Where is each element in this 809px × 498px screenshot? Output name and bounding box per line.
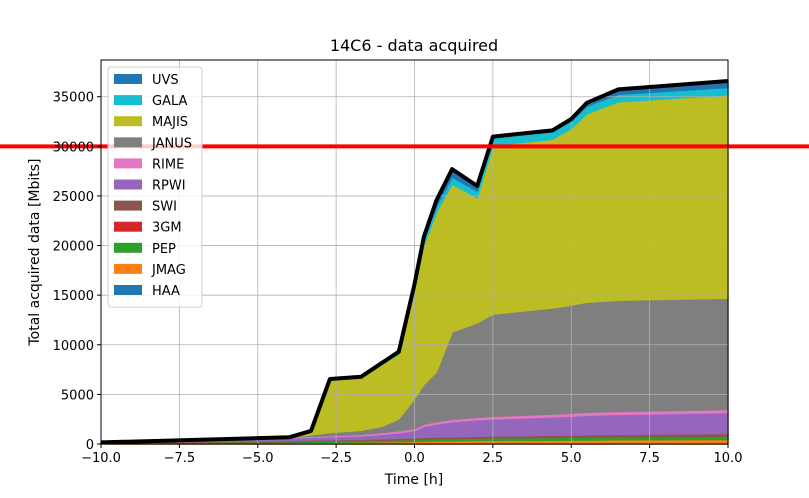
x-tick-label: −5.0 xyxy=(242,451,274,466)
x-tick-label: 7.5 xyxy=(639,451,660,466)
chart-title: 14C6 - data acquired xyxy=(330,36,498,55)
x-tick-label: 10.0 xyxy=(714,451,743,466)
legend-label-jmag: JMAG xyxy=(151,263,186,278)
legend-label-rime: RIME xyxy=(152,157,184,172)
legend: UVS GALA MAJIS JANUS RIME RPWI SWI 3GM PEP JMAG HA… xyxy=(107,66,203,308)
legend-swatch-rpwi xyxy=(114,179,142,190)
legend-swatch-jmag xyxy=(114,263,142,274)
legend-label-pep: PEP xyxy=(152,242,176,257)
legend-swatch-pep xyxy=(114,242,142,253)
legend-label-majis: MAJIS xyxy=(152,115,188,130)
legend-label-haa: HAA xyxy=(152,284,180,299)
legend-swatch-majis xyxy=(114,116,142,127)
legend-label-swi: SWI xyxy=(152,200,177,215)
total-data-line xyxy=(100,79,729,445)
y-tick-label: 5000 xyxy=(61,388,94,403)
legend-label-3gm: 3GM xyxy=(152,221,182,236)
y-tick-label: 25000 xyxy=(53,190,94,205)
y-axis-label: Total acquired data [Mbits] xyxy=(27,158,43,346)
y-tick-label: 20000 xyxy=(53,240,94,255)
y-tick-label: 15000 xyxy=(53,289,94,304)
x-tick-label: −7.5 xyxy=(164,451,196,466)
y-axis-ticks: 0 5000 10000 15000 20000 25000 30000 35000 xyxy=(53,91,101,453)
y-tick-label: 0 xyxy=(86,438,94,453)
legend-swatch-swi xyxy=(114,200,142,211)
legend-label-rpwi: RPWI xyxy=(152,179,186,194)
x-tick-label: −10.0 xyxy=(81,451,121,466)
y-tick-label: 35000 xyxy=(53,91,94,106)
legend-swatch-uvs xyxy=(114,74,142,84)
x-tick-label: −2.5 xyxy=(320,451,352,466)
x-axis-ticks: −10.0 −7.5 −5.0 −2.5 0.0 2.5 5.0 7.5 10.0 xyxy=(81,444,742,466)
legend-swatch-janus xyxy=(114,137,142,148)
x-tick-label: 0.0 xyxy=(404,451,425,466)
legend-swatch-3gm xyxy=(114,221,142,232)
y-tick-label: 30000 xyxy=(53,140,94,155)
y-tick-label: 10000 xyxy=(53,339,94,354)
legend-label-uvs: UVS xyxy=(152,73,179,88)
x-tick-label: 5.0 xyxy=(561,451,582,466)
x-axis-label: Time [h] xyxy=(384,472,444,488)
legend-swatch-gala xyxy=(114,95,142,106)
legend-swatch-rime xyxy=(114,158,142,169)
legend-label-janus: JANUS xyxy=(151,136,192,151)
legend-swatch-haa xyxy=(114,285,142,295)
x-tick-label: 2.5 xyxy=(483,451,504,466)
legend-label-gala: GALA xyxy=(152,94,188,109)
